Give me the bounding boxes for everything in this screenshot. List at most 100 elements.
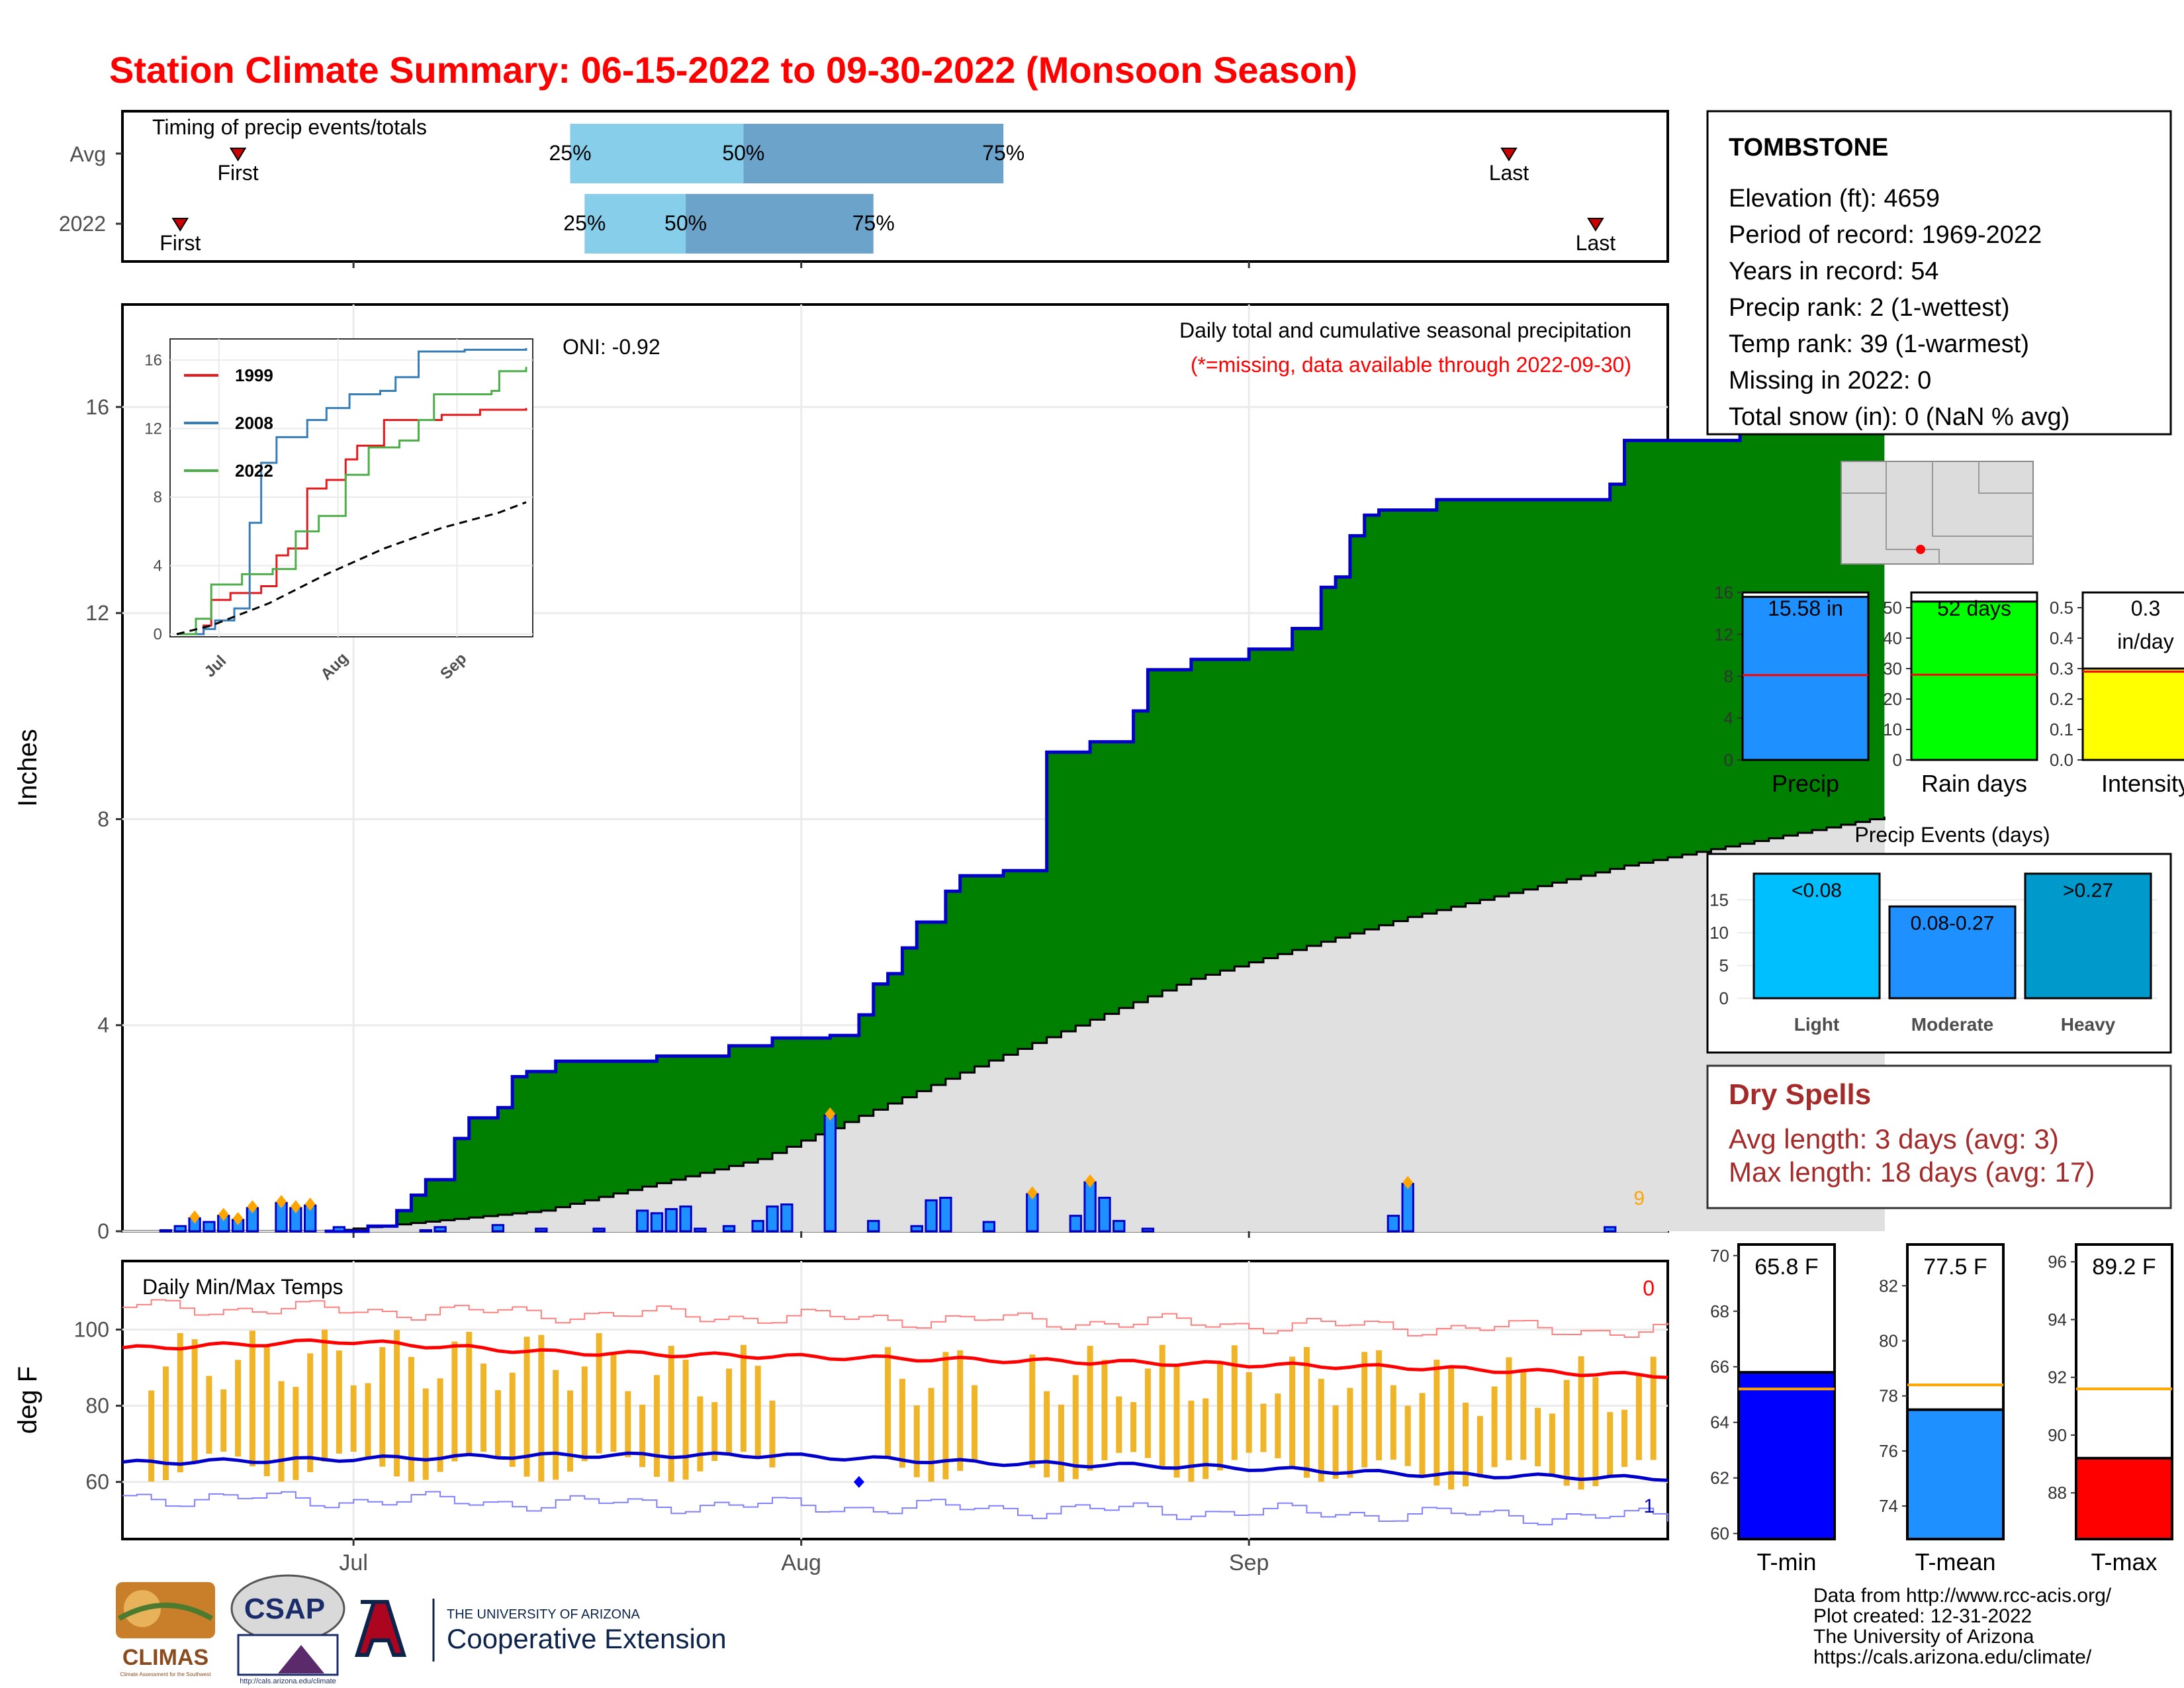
- mini-y-tick-label: 20: [1883, 689, 1902, 709]
- temp-y-tick-label: 80: [85, 1394, 109, 1418]
- main-y-tick-label: 12: [85, 601, 109, 625]
- station-elevation: Elevation (ft): 4659: [1729, 185, 1940, 212]
- inset-average-line: [176, 501, 527, 635]
- mini-value-unit: in/day: [2117, 630, 2173, 653]
- mini-y-tick-label: 0: [1724, 750, 1733, 770]
- daily-precip-marker: [1402, 1176, 1414, 1190]
- inset-series-line-2008: [177, 348, 527, 635]
- main-caption: Daily total and cumulative seasonal prec…: [1179, 318, 1631, 342]
- daily-precip-bar: [203, 1221, 216, 1233]
- daily-temp-range-bar: [1260, 1403, 1267, 1452]
- daily-temp-range-bar: [697, 1396, 704, 1472]
- csap-logo-text: CSAP: [244, 1593, 325, 1625]
- daily-precip-marker: [232, 1211, 244, 1225]
- daily-temp-range-bar: [336, 1350, 342, 1454]
- daily-temp-range-bar: [1303, 1346, 1310, 1478]
- daily-temp-range-bar: [480, 1363, 487, 1452]
- daily-precip-bar: [722, 1225, 736, 1233]
- timing-last-label: Last: [1576, 231, 1616, 255]
- daily-temp-range-bar: [928, 1387, 934, 1482]
- daily-temp-range-bar: [1332, 1405, 1339, 1479]
- daily-temp-range-bar: [885, 1346, 891, 1458]
- main-caption-missing: (*=missing, data available through 2022-…: [1191, 353, 1631, 377]
- daily-precip-bar: [823, 1114, 837, 1233]
- daily-temp-range-bar: [1635, 1374, 1642, 1460]
- timing-q75-label: 75%: [982, 141, 1024, 165]
- daily-temp-range-bar: [278, 1381, 285, 1482]
- daily-precip-bar: [592, 1227, 606, 1233]
- record-max-line: [122, 1299, 1668, 1338]
- ua-logo-bottom-text: Cooperative Extension: [447, 1623, 727, 1654]
- mini-y-tick-label: 0.1: [2050, 720, 2073, 739]
- daily-temp-range-bar: [1578, 1356, 1584, 1490]
- page-title: Station Climate Summary: 06-15-2022 to 0…: [109, 49, 1357, 91]
- credit-source: Data from http://www.rcc-acis.org/: [1813, 1585, 2112, 1607]
- station-years: Years in record: 54: [1729, 258, 1939, 285]
- daily-precip-bar: [982, 1221, 996, 1233]
- temp-summary-value-label: 77.5 F: [1923, 1254, 1987, 1280]
- daily-precip-marker: [247, 1199, 258, 1213]
- daily-temp-range-bar: [1203, 1398, 1209, 1479]
- station-location-marker: [1916, 545, 1925, 554]
- daily-temp-range-bar: [1477, 1416, 1483, 1478]
- daily-precip-bar: [173, 1225, 187, 1233]
- mini-y-tick-label: 0.2: [2050, 689, 2073, 709]
- mini-value-bar: [1910, 600, 2038, 761]
- daily-precip-bar: [1069, 1215, 1082, 1233]
- temp-summary-y-tick-label: 68: [1710, 1301, 1729, 1321]
- daily-temp-range-bar: [1058, 1404, 1064, 1482]
- events-category-label: Moderate: [1911, 1014, 1993, 1035]
- daily-temp-range-bar: [1246, 1372, 1252, 1453]
- daily-precip-bar: [751, 1219, 764, 1233]
- daily-precip-bar: [332, 1226, 346, 1233]
- daily-precip-marker: [1026, 1186, 1038, 1199]
- temp-summary-y-tick-label: 80: [1879, 1331, 1898, 1351]
- daily-temp-range-bar: [394, 1330, 400, 1477]
- daily-temp-range-bar: [523, 1336, 530, 1477]
- daily-precip-bar: [419, 1229, 432, 1233]
- daily-precip-marker: [218, 1207, 229, 1221]
- daily-temp-range-bar: [379, 1347, 386, 1467]
- timing-first-marker: [171, 218, 189, 232]
- daily-temp-range-bar: [754, 1366, 761, 1458]
- temp-max-missing: 0: [1643, 1276, 1655, 1300]
- mini-y-tick-label: 4: [1724, 708, 1733, 728]
- daily-precip-bar: [159, 1229, 173, 1233]
- inset-series-line-2022: [177, 367, 527, 635]
- temp-summary-label: T-min: [1757, 1548, 1817, 1575]
- daily-temp-range-bar: [1535, 1407, 1541, 1467]
- daily-precip-bar: [1098, 1196, 1111, 1233]
- mini-panel-label: Rain days: [1921, 770, 2027, 797]
- events-bar-light: [1752, 872, 1881, 1000]
- events-bar-heavy: [2024, 872, 2152, 1000]
- daily-precip-marker: [304, 1197, 316, 1211]
- events-y-tick-label: 0: [1719, 988, 1729, 1008]
- daily-precip-bar: [1141, 1227, 1155, 1233]
- daily-temp-range-bar: [639, 1404, 646, 1468]
- daily-temp-range-bar: [1491, 1386, 1498, 1468]
- daily-temp-range-bar: [913, 1405, 920, 1477]
- temp-summary-y-tick-label: 70: [1710, 1246, 1729, 1266]
- timing-q50-label: 50%: [722, 141, 764, 165]
- station-snow: Total snow (in): 0 (NaN % avg): [1729, 403, 2070, 431]
- events-bar-label: >0.27: [2063, 880, 2113, 902]
- temp-summary-value-label: 65.8 F: [1754, 1254, 1818, 1280]
- daily-temp-range-bar: [1433, 1360, 1440, 1486]
- timing-bar-lower-2022: [584, 194, 686, 254]
- inset-y-tick-label: 12: [144, 420, 162, 438]
- temp-min-missing: 1: [1643, 1495, 1655, 1517]
- temp-summary-y-tick-label: 96: [2048, 1252, 2067, 1272]
- credit-url: https://cals.arizona.edu/climate/: [1813, 1646, 2092, 1668]
- mini-value-label: 0.3: [2131, 596, 2160, 620]
- station-missing: Missing in 2022: 0: [1729, 367, 1931, 395]
- daily-temp-range-bar: [1159, 1344, 1165, 1468]
- daily-temp-range-bar: [899, 1378, 905, 1468]
- daily-temp-range-bar: [1029, 1354, 1036, 1468]
- daily-temp-range-bar: [466, 1331, 473, 1454]
- temp-summary-y-tick-label: 88: [2048, 1483, 2067, 1503]
- daily-temp-range-bar: [1607, 1412, 1614, 1477]
- temp-panel: 60 80 100 Jul Aug Sep Daily Min/Max Temps 0 1: [74, 1260, 1669, 1575]
- events-category-label: Light: [1794, 1014, 1839, 1035]
- temp-summary-value-bar: [1906, 1408, 2005, 1540]
